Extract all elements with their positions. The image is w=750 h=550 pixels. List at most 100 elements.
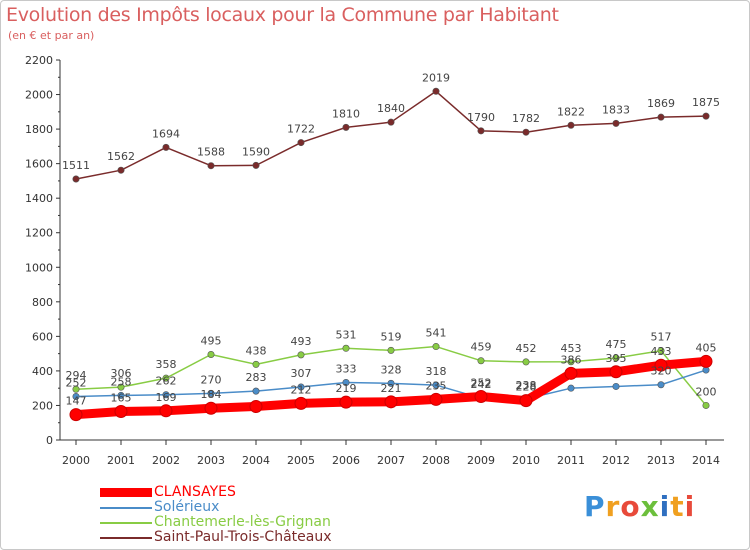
series-point-3: [657, 113, 665, 121]
series-point-1: [612, 382, 620, 390]
x-tick-label: 2011: [557, 454, 585, 467]
series-point-2: [432, 343, 440, 351]
x-tick-label: 2007: [377, 454, 405, 467]
y-tick-label: 200: [32, 399, 53, 412]
series-point-1: [657, 381, 665, 389]
y-tick-label: 1000: [25, 261, 53, 274]
series-point-3: [207, 162, 215, 170]
data-label: 1694: [152, 127, 180, 140]
y-tick-label: 1400: [25, 192, 53, 205]
data-label: 184: [201, 388, 222, 401]
series-point-1: [207, 389, 215, 397]
data-label: 459: [471, 341, 492, 354]
data-label: 165: [111, 392, 132, 405]
data-label: 200: [696, 385, 717, 398]
series-point-0: [339, 395, 353, 409]
data-label: 1782: [512, 112, 540, 125]
series-point-0: [249, 399, 263, 413]
series-point-3: [612, 119, 620, 127]
data-label: 252: [471, 376, 492, 389]
y-tick-label: 0: [46, 434, 53, 447]
y-tick-label: 1200: [25, 227, 53, 240]
data-label: 252: [66, 376, 87, 389]
proxiti-logo: Proxiti: [584, 490, 696, 523]
data-label: 212: [291, 383, 312, 396]
series-point-0: [654, 358, 668, 372]
series-point-0: [114, 405, 128, 418]
series-point-0: [384, 395, 398, 409]
series-point-0: [159, 404, 173, 418]
data-label: 358: [156, 358, 177, 371]
x-tick-label: 2003: [197, 454, 225, 467]
series-point-0: [429, 392, 443, 406]
legend-swatch: [100, 488, 152, 497]
series-point-0: [69, 408, 83, 422]
legend: CLANSAYES Solérieux Chantemerle-lès-Grigna…: [100, 485, 332, 545]
legend-label: Solérieux: [154, 499, 220, 515]
series-point-1: [117, 391, 125, 399]
data-label: 270: [201, 373, 222, 386]
series-point-2: [522, 358, 530, 366]
x-tick-label: 2002: [152, 454, 180, 467]
data-label: 1822: [557, 105, 585, 118]
data-label: 333: [336, 362, 357, 375]
legend-label: Chantemerle-lès-Grignan: [154, 514, 331, 530]
data-label: 493: [291, 335, 312, 348]
data-label: 1875: [692, 96, 720, 109]
data-label: 283: [246, 371, 267, 384]
data-label: 453: [561, 342, 582, 355]
series-point-3: [252, 161, 260, 169]
series-point-0: [609, 365, 623, 379]
data-label: 262: [156, 375, 177, 388]
series-point-3: [567, 121, 575, 129]
chart-subtitle: (en € et par an): [8, 29, 95, 42]
series-point-1: [162, 391, 170, 399]
x-tick-label: 2013: [647, 454, 675, 467]
series-point-0: [564, 366, 578, 380]
x-tick-label: 2008: [422, 454, 450, 467]
y-tick-label: 400: [32, 365, 53, 378]
series-point-1: [432, 381, 440, 389]
series-point-3: [387, 118, 395, 126]
y-tick-label: 2200: [25, 54, 53, 67]
data-label: 238: [516, 379, 537, 392]
series-point-1: [252, 387, 260, 395]
data-label: 320: [651, 365, 672, 378]
series-point-1: [297, 383, 305, 391]
data-label: 1722: [287, 123, 315, 136]
series-point-3: [522, 128, 530, 136]
data-label: 219: [336, 382, 357, 395]
labels-layer: 147 165 169 184 212 219 221 235 252 228 386 395 433 4…: [62, 71, 720, 407]
series-layer: [69, 87, 713, 422]
x-tick-label: 2009: [467, 454, 495, 467]
data-label: 242: [471, 378, 492, 391]
series-point-2: [657, 347, 665, 355]
legend-swatch: [100, 521, 152, 524]
data-label: 395: [606, 352, 627, 365]
data-label: 452: [516, 342, 537, 355]
legend-item: CLANSAYES: [100, 485, 332, 500]
legend-label: Saint-Paul-Trois-Châteaux: [154, 529, 332, 545]
series-point-2: [387, 346, 395, 354]
series-point-0: [519, 394, 533, 408]
chart-title: Evolution des Impôts locaux pour la Comm…: [6, 4, 559, 26]
data-label: 258: [111, 375, 132, 388]
x-tick-label: 2001: [107, 454, 135, 467]
series-point-3: [72, 175, 80, 183]
data-label: 386: [561, 353, 582, 366]
series-point-1: [342, 378, 350, 386]
y-tick-label: 1800: [25, 123, 53, 136]
data-label: 541: [426, 327, 447, 340]
data-label: 517: [651, 331, 672, 344]
chart-plot: 0 200 400 600 800 1000 1200 1400 1600 1800 2000 220…: [25, 54, 724, 467]
series-point-1: [72, 392, 80, 400]
series-point-2: [612, 354, 620, 362]
series-point-2: [702, 401, 710, 409]
y-tick-label: 800: [32, 296, 53, 309]
series-point-3: [297, 139, 305, 147]
series-point-3: [702, 112, 710, 120]
series-point-3: [162, 143, 170, 151]
data-label: 306: [111, 367, 132, 380]
series-point-2: [477, 357, 485, 365]
axes: 0 200 400 600 800 1000 1200 1400 1600 1800 2000 220…: [25, 54, 724, 467]
